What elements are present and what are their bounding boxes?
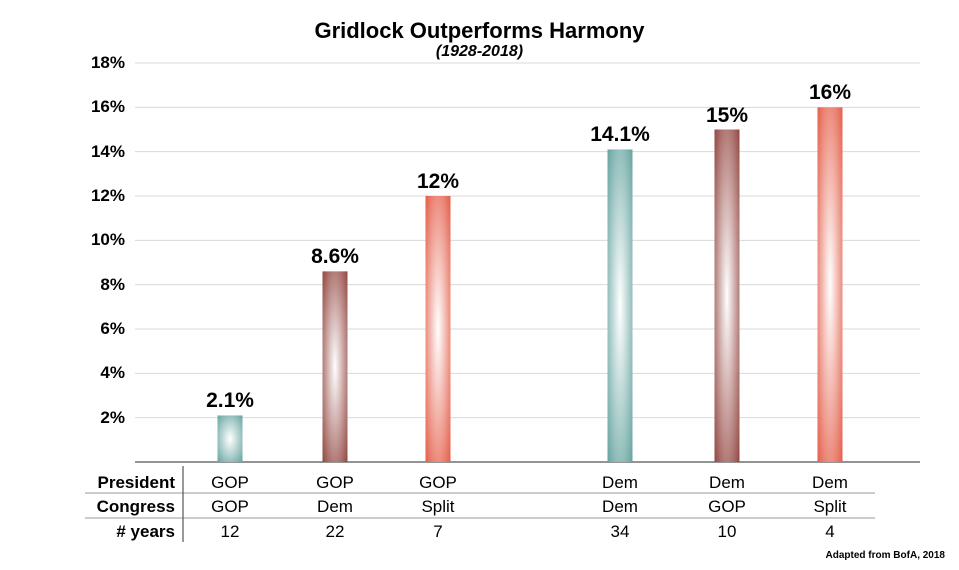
table-cell: 22 <box>325 522 345 541</box>
table-cell: 7 <box>433 522 443 541</box>
y-tick-label: 4% <box>100 363 125 383</box>
table-row-header: Congress <box>96 497 175 516</box>
bar-value-label: 16% <box>808 81 852 105</box>
y-tick-label: 2% <box>100 407 125 427</box>
y-tick-label: 6% <box>100 319 125 338</box>
table-cell: 12 <box>220 522 240 541</box>
source-note: Adapted from BofA, 2018 <box>825 550 945 561</box>
table-cell: GOP <box>211 497 249 516</box>
table-row-header: # years <box>116 522 175 541</box>
bar-3 <box>607 149 633 462</box>
bar-value-label: 8.6% <box>311 245 359 269</box>
y-tick-label: 10% <box>90 230 125 250</box>
bar-1 <box>322 271 348 462</box>
y-tick-label: 14% <box>90 141 125 161</box>
bar-4 <box>714 129 740 462</box>
table-cell: Dem <box>602 497 638 516</box>
bar-0 <box>217 415 243 462</box>
bar-value-label: 2.1% <box>206 389 254 413</box>
table-cell: 4 <box>825 522 835 541</box>
table-cell: Dem <box>812 473 848 492</box>
table-cell: Dem <box>602 473 638 492</box>
bar-value-label: 14.1% <box>590 123 650 147</box>
y-tick-label: 16% <box>90 97 125 117</box>
chart-subtitle: (1928-2018) <box>435 43 524 60</box>
bar-2 <box>425 196 451 462</box>
chart-title: Gridlock Outperforms Harmony <box>314 18 645 43</box>
table-cell: GOP <box>419 473 457 492</box>
table-cell: Dem <box>317 497 353 516</box>
table-cell: 34 <box>610 522 630 541</box>
y-tick-label: 8% <box>100 274 125 294</box>
bar-value-label: 15% <box>705 103 749 127</box>
table-cell: GOP <box>708 497 746 516</box>
y-tick-label: 12% <box>90 186 125 205</box>
table-cell: 10 <box>717 522 737 541</box>
table-cell: Dem <box>709 473 745 492</box>
table-cell: GOP <box>316 473 354 492</box>
table-cell: GOP <box>211 473 249 492</box>
y-tick-label: 18% <box>90 53 125 72</box>
bar-value-label: 12% <box>416 170 460 193</box>
table-cell: Split <box>813 497 847 516</box>
bar-5 <box>817 107 843 462</box>
table-cell: Split <box>421 497 455 516</box>
table-row-header: President <box>97 473 175 492</box>
